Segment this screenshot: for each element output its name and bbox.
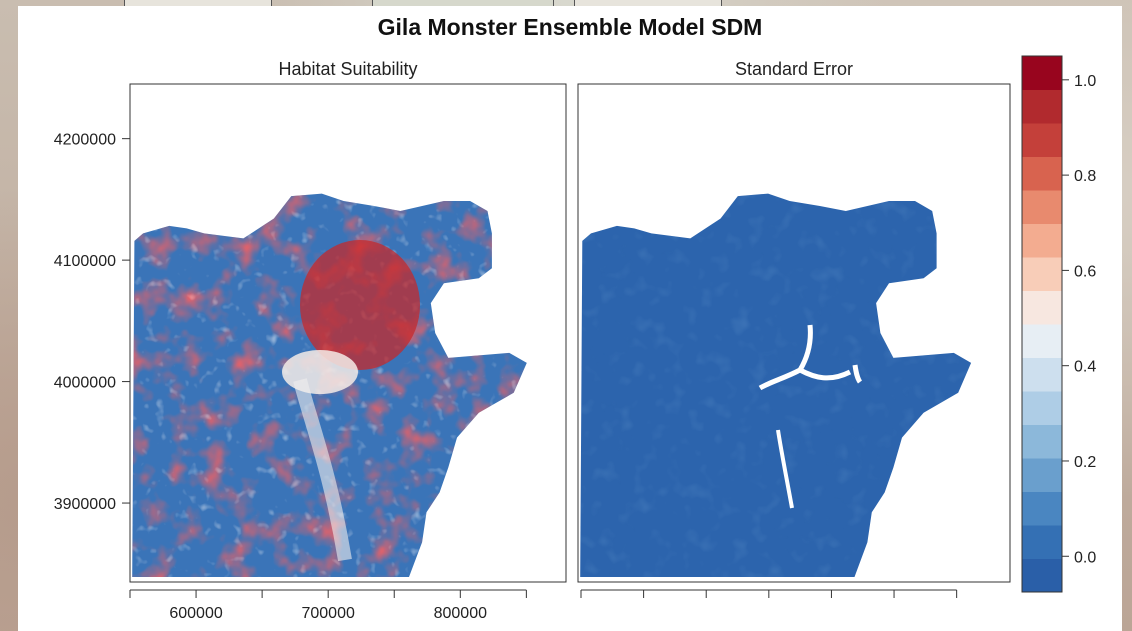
standard-error-frame — [577, 83, 1011, 583]
colorbar-swatch — [1022, 525, 1062, 559]
colorbar-tick-label: 1.0 — [1074, 73, 1096, 90]
y-tick-label: 4200000 — [54, 132, 116, 149]
y-tick-label: 3900000 — [54, 496, 116, 513]
colorbar-tick-label: 0.4 — [1074, 359, 1096, 376]
se-gap-stream — [758, 324, 863, 391]
colorbar-swatch — [1022, 357, 1062, 392]
colorbar-tick-label: 0.8 — [1074, 168, 1096, 185]
habitat-suitability-map — [132, 193, 527, 577]
x-tick-label: 800000 — [434, 605, 487, 622]
colorbar-swatch — [1022, 123, 1062, 157]
axes-layer: Habitat Suitability Standard Error 3900000… — [54, 59, 1011, 622]
colorbar-tick-label: 0.6 — [1074, 263, 1096, 280]
colorbar-swatch — [1022, 391, 1062, 425]
x-tick-label: 700000 — [301, 605, 354, 622]
y-tick-label: 4000000 — [54, 375, 116, 392]
x-tick-label: 600000 — [169, 605, 222, 622]
colorbar-swatch — [1022, 156, 1062, 191]
colorbar-tick-label: 0.2 — [1074, 454, 1096, 471]
panel-title-standard-error: Standard Error — [735, 59, 853, 79]
hs-core-red — [300, 240, 420, 370]
panel-title-habitat-suitability: Habitat Suitability — [278, 59, 417, 79]
y-tick-label: 4100000 — [54, 253, 116, 270]
colorbar-swatch — [1022, 424, 1062, 459]
colorbar-swatch — [1022, 324, 1062, 358]
hs-core-light — [282, 350, 358, 394]
habitat-suitability-frame — [129, 83, 567, 583]
colorbar-frame — [1021, 55, 1063, 593]
colorbar-swatch — [1022, 257, 1062, 291]
figure-title: Gila Monster Ensemble Model SDM — [377, 14, 763, 40]
colorbar-swatch — [1022, 89, 1062, 124]
colorbar: 0.0 0.2 0.4 0.6 0.8 1.0 — [1021, 55, 1096, 593]
colorbar-swatch — [1022, 190, 1062, 224]
colorbar-swatch — [1022, 290, 1062, 325]
colorbar-swatch — [1022, 458, 1062, 492]
se-gap-channel — [776, 429, 794, 509]
hs-valley — [293, 378, 352, 562]
colorbar-swatch — [1022, 491, 1062, 526]
colorbar-tick-label: 0.0 — [1074, 549, 1096, 566]
colorbar-swatch — [1022, 56, 1062, 90]
colorbar-swatch — [1022, 223, 1062, 258]
colorbar-swatch — [1022, 558, 1062, 593]
standard-error-map — [580, 193, 972, 577]
